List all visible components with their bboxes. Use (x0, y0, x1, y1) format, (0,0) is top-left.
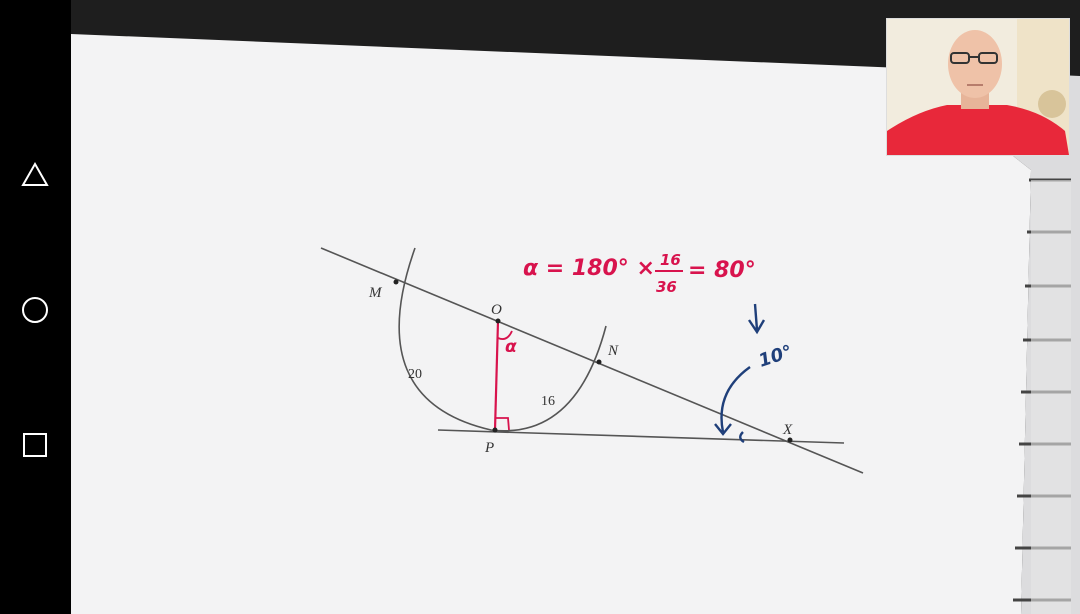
paper-sheet (71, 34, 1031, 614)
formula-lhs: α = 180° × (523, 256, 655, 281)
arc-label-MP: 20 (408, 367, 422, 382)
point-N (596, 359, 602, 365)
point-X (787, 437, 793, 443)
presenter-avatar (887, 19, 1069, 155)
circle-home-icon (22, 297, 48, 323)
curved-arrow-icon (714, 366, 751, 436)
arc-label-PN: 16 (541, 394, 555, 409)
handwritten-arrows (714, 303, 766, 444)
angle-alpha-arc (497, 330, 513, 340)
label-X: X (782, 422, 793, 438)
label-M: M (368, 285, 383, 301)
formula-result: = 80° (688, 258, 756, 283)
video-frame[interactable]: M O N P X 20 16 α α = 180° × 16 36 = 80°… (71, 0, 1080, 614)
angle-alpha-label: α (505, 337, 517, 357)
point-O (495, 318, 501, 324)
square-recents-icon (23, 433, 47, 457)
right-angle-mark (495, 417, 510, 431)
system-navigation-bar (0, 0, 71, 614)
webcam-overlay[interactable] (886, 18, 1070, 156)
formula: α = 180° × 16 36 = 80° (523, 251, 756, 296)
label-N: N (607, 343, 619, 359)
secant-line-MX (320, 247, 864, 474)
label-O: O (491, 302, 502, 318)
angle-mark-at-X (739, 431, 745, 444)
circle-arc (398, 247, 607, 432)
point-P (492, 427, 498, 433)
back-button[interactable] (10, 150, 60, 200)
radius-OP (493, 320, 500, 431)
home-button[interactable] (10, 285, 60, 335)
formula-numerator: 16 (660, 251, 681, 269)
formula-denominator: 36 (656, 278, 677, 296)
down-arrow-icon (748, 303, 766, 335)
point-M (393, 279, 399, 285)
tangent-line-PX (437, 429, 845, 444)
label-P: P (484, 440, 494, 456)
recents-button[interactable] (10, 420, 60, 470)
triangle-back-icon (21, 161, 49, 186)
